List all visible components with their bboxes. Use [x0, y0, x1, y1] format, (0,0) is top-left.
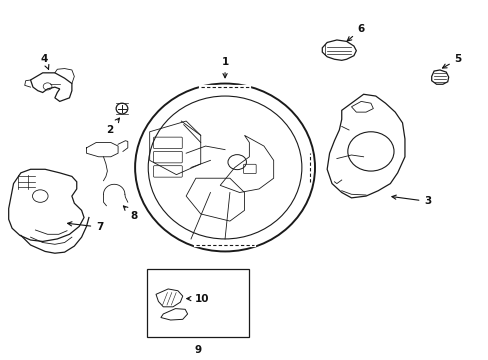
Text: 1: 1	[221, 57, 228, 78]
Text: 5: 5	[442, 54, 461, 68]
Text: 9: 9	[194, 345, 202, 355]
Bar	[147, 269, 249, 337]
Text: 4: 4	[41, 54, 49, 69]
Text: 8: 8	[123, 206, 137, 221]
Text: 10: 10	[186, 294, 209, 303]
Text: 7: 7	[67, 222, 103, 232]
Text: 3: 3	[391, 195, 431, 206]
Text: 6: 6	[346, 24, 364, 41]
Text: 2: 2	[106, 118, 119, 135]
